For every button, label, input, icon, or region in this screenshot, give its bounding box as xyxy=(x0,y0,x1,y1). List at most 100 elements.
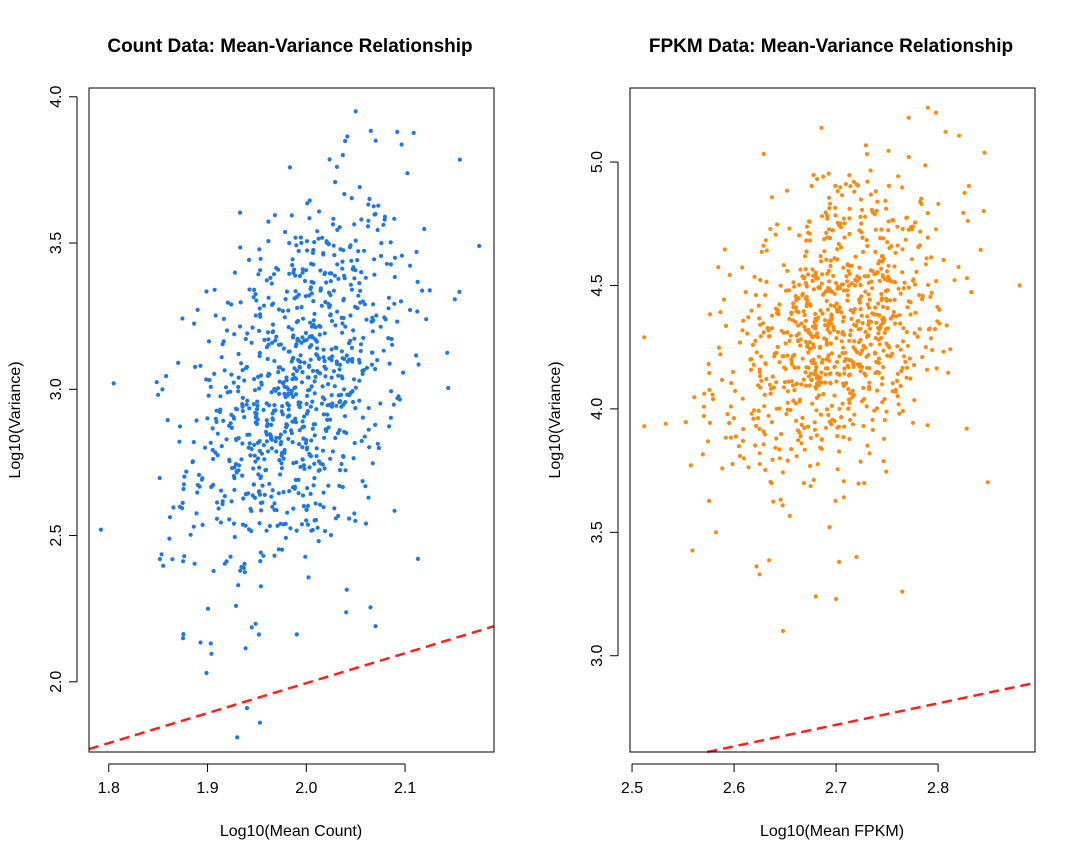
count-point xyxy=(274,449,279,454)
fpkm-point xyxy=(832,364,837,369)
count-point xyxy=(282,429,287,434)
count-x-tick-label: 1.8 xyxy=(98,780,120,797)
fpkm-point xyxy=(906,299,911,304)
count-point xyxy=(278,472,283,477)
count-point xyxy=(224,559,229,564)
count-point xyxy=(358,288,363,293)
count-reference-line xyxy=(88,625,495,751)
count-point xyxy=(304,447,309,452)
fpkm-point xyxy=(818,412,824,417)
fpkm-point xyxy=(828,263,833,269)
count-point xyxy=(342,429,347,434)
fpkm-point xyxy=(844,279,850,284)
fpkm-point xyxy=(903,359,908,364)
fpkm-point xyxy=(808,484,813,489)
count-point xyxy=(272,507,277,512)
fpkm-point xyxy=(886,228,891,233)
count-point xyxy=(307,387,312,392)
fpkm-point xyxy=(876,331,881,336)
count-point xyxy=(224,328,230,333)
count-point xyxy=(235,735,240,740)
count-point xyxy=(352,276,357,281)
fpkm-point xyxy=(788,407,793,412)
fpkm-point xyxy=(812,320,817,325)
fpkm-point xyxy=(827,318,832,323)
fpkm-point xyxy=(825,271,830,276)
fpkm-point xyxy=(794,381,799,386)
count-point xyxy=(286,387,291,392)
fpkm-point xyxy=(896,174,901,179)
fpkm-point xyxy=(882,397,887,402)
count-point xyxy=(322,358,327,364)
count-point xyxy=(280,404,285,409)
fpkm-point xyxy=(900,270,905,275)
fpkm-point xyxy=(774,406,779,411)
count-point xyxy=(297,273,303,279)
count-point xyxy=(218,488,224,493)
count-point xyxy=(238,300,243,305)
count-point xyxy=(222,368,227,373)
fpkm-point xyxy=(808,463,813,469)
count-point xyxy=(358,348,363,354)
fpkm-point xyxy=(864,334,870,339)
fpkm-point xyxy=(842,366,847,371)
count-point xyxy=(239,457,244,462)
fpkm-point xyxy=(906,115,911,120)
count-point xyxy=(314,454,319,459)
count-point xyxy=(258,268,263,273)
fpkm-point xyxy=(876,337,881,342)
count-point xyxy=(304,518,309,523)
fpkm-point xyxy=(835,434,840,439)
count-point xyxy=(290,335,296,340)
fpkm-point xyxy=(837,406,842,411)
fpkm-y-axis-label: Log10(Variance) xyxy=(547,361,564,478)
count-point xyxy=(375,358,380,363)
count-point xyxy=(327,157,332,162)
fpkm-point xyxy=(716,265,721,270)
fpkm-point xyxy=(881,236,886,241)
count-point xyxy=(258,584,263,589)
count-point xyxy=(290,440,295,445)
fpkm-point xyxy=(710,392,715,397)
fpkm-point xyxy=(772,354,777,359)
count-point xyxy=(264,467,269,472)
count-point xyxy=(208,440,213,445)
fpkm-point xyxy=(806,365,811,370)
count-point xyxy=(232,534,237,540)
fpkm-point xyxy=(806,424,811,429)
fpkm-point xyxy=(819,446,824,451)
fpkm-point xyxy=(925,211,930,216)
fpkm-point xyxy=(820,272,825,277)
count-point xyxy=(238,210,243,215)
count-point xyxy=(348,338,353,343)
fpkm-point xyxy=(825,327,830,332)
count-point xyxy=(213,313,218,318)
fpkm-point xyxy=(873,351,878,356)
fpkm-point xyxy=(768,479,773,484)
fpkm-point xyxy=(898,291,903,296)
count-point xyxy=(317,467,322,473)
fpkm-point xyxy=(769,326,775,331)
fpkm-point xyxy=(917,243,923,248)
count-point xyxy=(219,355,224,360)
count-point xyxy=(266,295,271,300)
count-point xyxy=(268,433,273,439)
count-point xyxy=(277,458,282,463)
fpkm-point xyxy=(920,297,925,302)
fpkm-point xyxy=(881,459,886,464)
fpkm-point xyxy=(828,258,833,263)
fpkm-point xyxy=(910,420,916,425)
count-point xyxy=(249,340,254,345)
fpkm-point xyxy=(895,344,900,349)
fpkm-point xyxy=(788,333,793,338)
count-point xyxy=(301,424,307,429)
count-point xyxy=(362,434,367,439)
fpkm-point xyxy=(824,257,829,262)
fpkm-x-axis-label: Log10(Mean FPKM) xyxy=(760,823,904,840)
fpkm-point xyxy=(885,353,890,358)
count-point xyxy=(336,513,341,519)
fpkm-point xyxy=(866,322,871,327)
count-point xyxy=(322,466,327,471)
fpkm-point xyxy=(870,417,875,422)
fpkm-point xyxy=(915,334,920,339)
